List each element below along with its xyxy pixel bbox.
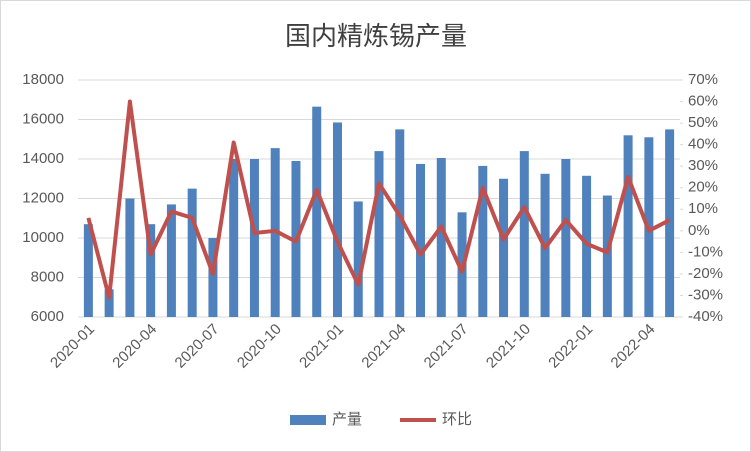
bar bbox=[436, 158, 446, 317]
bar bbox=[83, 224, 93, 317]
y2-tick-label: 0% bbox=[688, 222, 710, 239]
bar bbox=[499, 178, 509, 317]
y-tick-label: 16000 bbox=[22, 110, 64, 127]
line bbox=[86, 99, 671, 300]
bar bbox=[582, 175, 592, 317]
bar bbox=[125, 198, 135, 317]
bar bbox=[602, 195, 612, 317]
bar bbox=[104, 289, 114, 317]
bar bbox=[229, 159, 239, 317]
y2-tick-label: 70% bbox=[688, 71, 718, 88]
bar bbox=[374, 151, 384, 317]
bar bbox=[561, 159, 571, 317]
y-tick-label: 18000 bbox=[22, 71, 64, 88]
bar bbox=[353, 201, 363, 317]
bar bbox=[478, 165, 488, 317]
bar bbox=[416, 163, 426, 317]
bar bbox=[187, 188, 197, 317]
bar bbox=[312, 106, 322, 317]
y2-tick-label: -10% bbox=[688, 243, 723, 260]
bar bbox=[146, 224, 156, 317]
y2-tick-label: 30% bbox=[688, 157, 718, 174]
y2-tick-label: 50% bbox=[688, 114, 718, 131]
bar bbox=[208, 238, 218, 317]
y2-tick-label: -40% bbox=[688, 308, 723, 325]
bar bbox=[395, 129, 405, 317]
y2-tick-label: -20% bbox=[688, 265, 723, 282]
y-tick-label: 10000 bbox=[22, 229, 64, 246]
y-tick-label: 14000 bbox=[22, 150, 64, 167]
y2-tick-label: -30% bbox=[688, 286, 723, 303]
legend-label: 环比 bbox=[442, 411, 472, 428]
chart-title: 国内精炼锡产量 bbox=[285, 22, 467, 52]
legend-label: 产量 bbox=[332, 411, 362, 428]
y-tick-label: 8000 bbox=[31, 268, 64, 285]
y2-tick-label: 10% bbox=[688, 200, 718, 217]
y-tick-label: 6000 bbox=[31, 308, 64, 325]
y2-tick-label: 40% bbox=[688, 136, 718, 153]
y-tick-label: 12000 bbox=[22, 189, 64, 206]
legend-swatch bbox=[290, 415, 326, 425]
bar bbox=[623, 135, 633, 317]
bar bbox=[166, 204, 176, 317]
bar bbox=[519, 151, 529, 317]
y2-tick-label: 60% bbox=[688, 93, 718, 110]
y2-tick-label: 20% bbox=[688, 179, 718, 196]
bar bbox=[665, 129, 675, 317]
bar bbox=[249, 159, 259, 317]
bar bbox=[332, 122, 342, 318]
